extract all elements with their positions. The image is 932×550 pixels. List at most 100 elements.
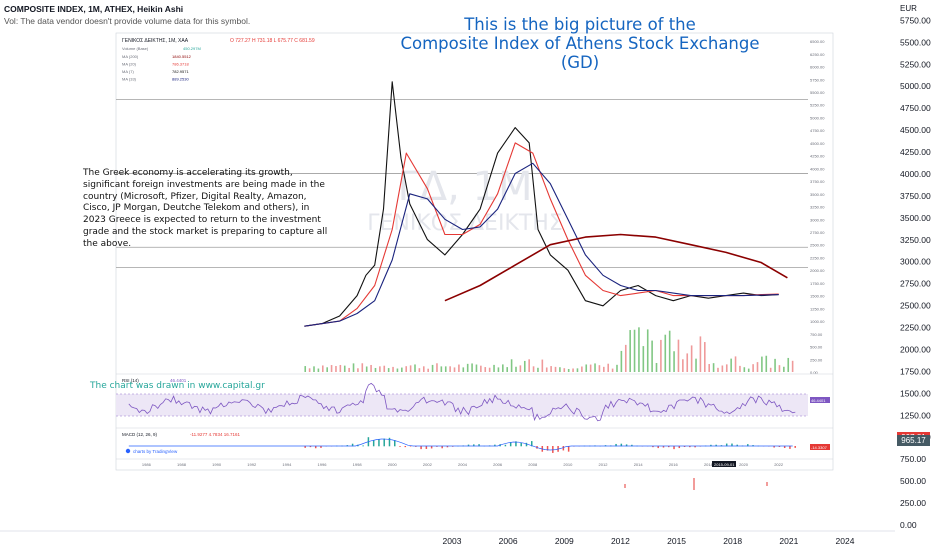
macd-bar <box>425 446 428 449</box>
macd-bar <box>778 446 781 447</box>
macd-label: MACD (12, 26, 9) <box>122 432 158 437</box>
volume-bar <box>567 368 570 372</box>
macd-bar <box>525 442 528 447</box>
volume-bar <box>673 351 675 372</box>
annotation-title[interactable]: This is the big picture of the Composite… <box>390 15 770 72</box>
macd-bar <box>662 446 665 448</box>
volume-bar <box>563 368 566 372</box>
volume-bar <box>690 345 693 372</box>
annotation-body-text[interactable]: The Greek economy is accelerating its gr… <box>83 168 328 249</box>
inner-y-label: 6250.00 <box>810 52 825 57</box>
inner-date-tag <box>712 461 736 467</box>
volume-bar <box>304 366 307 372</box>
y-tick-label: 4250.00 <box>900 147 931 157</box>
inner-y-label: 6000.00 <box>810 65 825 70</box>
volume-bar <box>374 367 377 372</box>
inner-x-label: 2008 <box>528 462 538 467</box>
inner-legend-title: ΓΕΝΙΚΟΣ ΔΕΙΚΤΗΣ, 1M, ΧΑΑ <box>122 38 189 44</box>
macd-line <box>128 438 793 451</box>
y-tick-label: 500.00 <box>900 476 926 486</box>
macd-bar <box>710 444 712 447</box>
x-tick-label: 2021 <box>779 536 798 546</box>
chart-symbol-title: COMPOSITE INDEX, 1M, ATHEX, Heikin Ashi <box>4 4 184 14</box>
volume-bar <box>594 363 596 372</box>
macd-bar <box>351 443 354 447</box>
x-tick-label: 2006 <box>499 536 518 546</box>
x-tick-label: 2015 <box>667 536 686 546</box>
volume-bar <box>462 367 465 372</box>
volume-bar <box>339 364 342 372</box>
inner-y-label: 5250.00 <box>810 103 825 108</box>
watermark-line1: ΓΔ, 1M <box>397 164 532 210</box>
inner-y-label: 4000.00 <box>810 166 825 171</box>
inner-x-label: 1996 <box>318 462 328 467</box>
volume-note: Vol: The data vendor doesn't provide vol… <box>4 16 251 26</box>
volume-bar <box>352 363 355 372</box>
volume-bar <box>633 329 636 372</box>
y-tick-label: 0.00 <box>900 520 917 530</box>
volume-bar <box>317 368 320 372</box>
macd-bar <box>451 446 454 447</box>
volume-bar <box>686 353 689 372</box>
inner-ohlc: O 727.27 H 731.18 L 675.77 C 681.59 <box>230 38 315 44</box>
y-tick-label: 3750.00 <box>900 191 931 201</box>
macd-bar <box>652 446 654 448</box>
volume-bar <box>646 329 649 372</box>
volume-bar <box>321 365 324 372</box>
macd-bar <box>783 446 786 449</box>
volume-bar <box>414 364 416 372</box>
volume-bar <box>721 365 724 372</box>
y-tick-label: 3250.00 <box>900 235 931 245</box>
macd-bar <box>436 446 438 447</box>
volume-bar <box>335 366 337 372</box>
currency-label: EUR <box>900 4 917 13</box>
volume-bar <box>523 360 526 372</box>
y-tick-label: 4750.00 <box>900 103 931 113</box>
volume-bar <box>682 359 684 372</box>
volume-bar <box>475 364 478 372</box>
inner-y-label: 4250.00 <box>810 154 825 159</box>
ma-label: MA (33) <box>122 77 137 82</box>
inner-y-label: 500.00 <box>810 345 823 350</box>
macd-bar <box>304 446 306 448</box>
volume-bar <box>712 363 715 372</box>
inner-y-label: 5750.00 <box>810 77 825 82</box>
inner-x-label: 2006 <box>493 462 503 467</box>
price-axis[interactable]: 5750.00 5500.00 5250.00 5000.00 4750.00 4500.… <box>900 15 931 530</box>
macd-bar <box>314 446 317 449</box>
inner-y-label: 3500.00 <box>810 192 825 197</box>
macd-bar <box>372 440 375 447</box>
volume-bar <box>607 363 610 372</box>
macd-bar <box>673 446 675 450</box>
volume-bar <box>493 364 495 372</box>
inner-x-label: 2016 <box>669 462 679 467</box>
volume-bar <box>537 367 539 372</box>
annotation-credit[interactable]: The chart was drawn in www.capital.gr <box>90 381 265 391</box>
inner-x-label: 1994 <box>282 462 292 467</box>
macd-bar <box>515 441 517 447</box>
inner-y-label: 4500.00 <box>810 141 825 146</box>
time-axis[interactable]: 2003 2006 2009 2012 2015 2018 2021 2024 <box>0 478 895 546</box>
volume-label: Volume (Base) <box>122 46 149 51</box>
macd-bar <box>420 446 422 450</box>
macd-bar <box>309 446 312 448</box>
y-tick-label: 1500.00 <box>900 388 931 398</box>
inner-x-label: 2000 <box>388 462 398 467</box>
y-tick-label: 5500.00 <box>900 37 931 47</box>
ma-label: MA (7) <box>122 69 134 74</box>
volume-bar <box>655 362 658 372</box>
macd-bar <box>689 446 691 448</box>
outer-markers <box>624 478 768 490</box>
volume-bar <box>528 359 530 372</box>
macd-bar <box>415 446 417 447</box>
volume-bar <box>585 364 588 372</box>
macd-bar <box>567 446 570 452</box>
inner-y-label: 750.00 <box>810 332 823 337</box>
embedded-chart-screenshot: 6500.00 6250.00 6000.00 5750.00 5500.00 5250.… <box>115 32 834 471</box>
macd-bar <box>494 444 496 447</box>
inner-x-label: 1992 <box>247 462 257 467</box>
volume-bar <box>330 365 333 372</box>
volume-bar <box>708 364 710 372</box>
inner-x-label: 2020 <box>739 462 749 467</box>
